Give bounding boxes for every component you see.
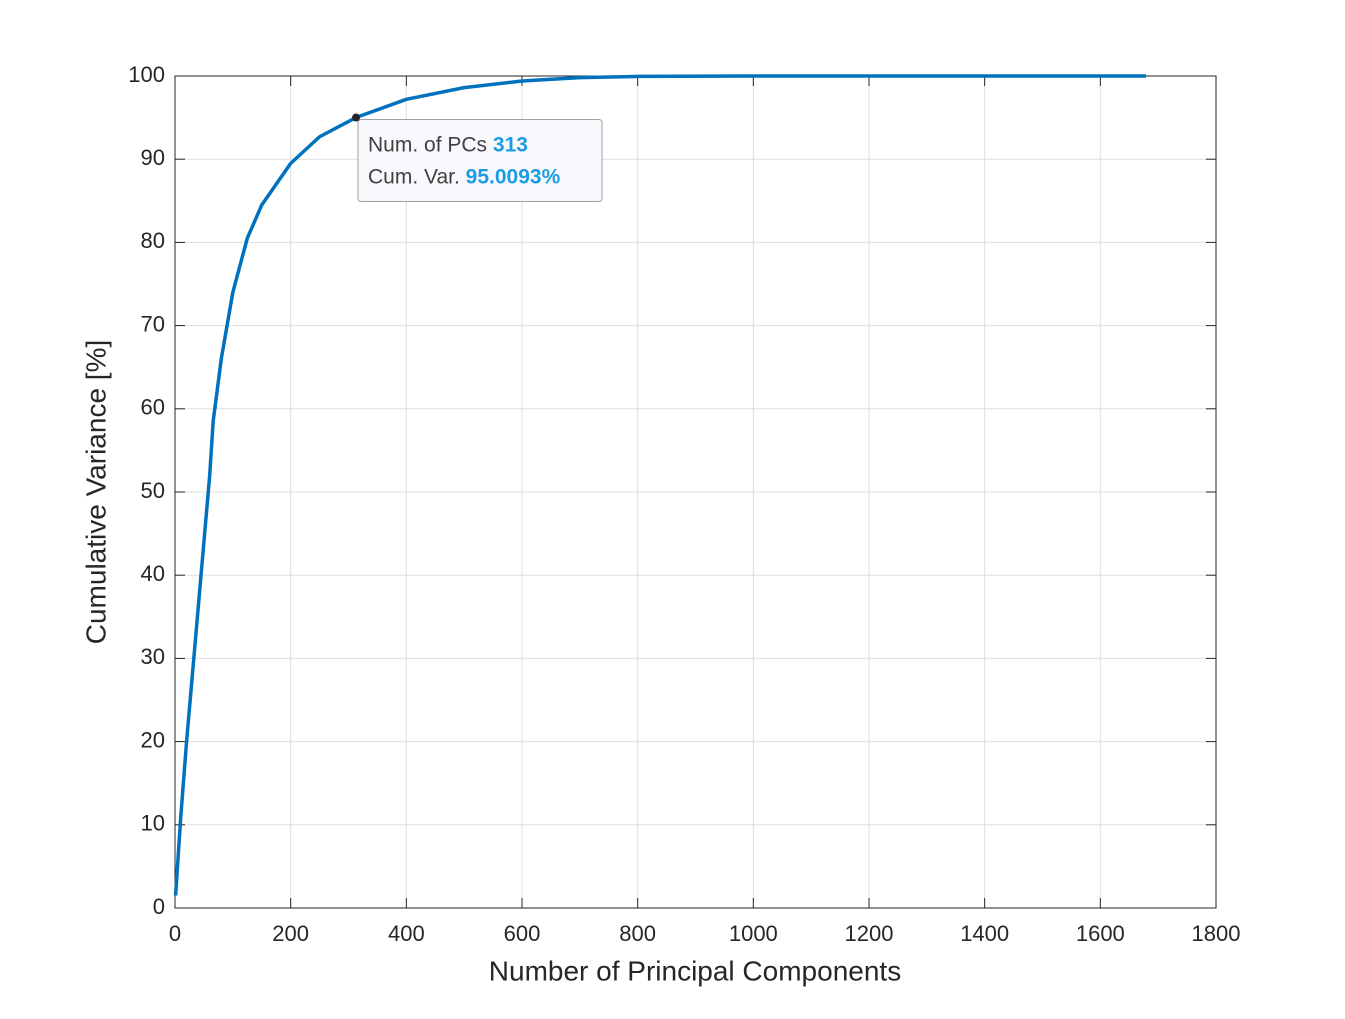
y-tick-label: 10 xyxy=(141,811,165,836)
y-tick-label: 50 xyxy=(141,478,165,503)
x-tick-label: 800 xyxy=(619,921,656,946)
y-tick-label: 70 xyxy=(141,311,165,336)
y-tick-label: 20 xyxy=(141,727,165,752)
x-tick-label: 1600 xyxy=(1076,921,1125,946)
data-line xyxy=(173,74,1147,896)
x-tick-label: 200 xyxy=(272,921,309,946)
y-tick-label: 30 xyxy=(141,644,165,669)
data-tip-label: Cum. Var. xyxy=(368,165,460,188)
data-tip-label: Num. of PCs xyxy=(368,133,487,156)
x-tick-label: 400 xyxy=(388,921,425,946)
y-tick-label: 0 xyxy=(153,894,165,919)
data-tip-value: 95.0093% xyxy=(466,165,561,188)
x-axis-label: Number of Principal Components xyxy=(489,955,901,986)
data-tip: Num. of PCs 313 Cum. Var. 95.0093% xyxy=(352,113,603,203)
y-tick-label: 60 xyxy=(141,395,165,420)
y-axis-label: Cumulative Variance [%] xyxy=(80,340,111,645)
x-tick-label: 0 xyxy=(169,921,181,946)
data-tip-value: 313 xyxy=(493,133,528,156)
x-tick-label: 1200 xyxy=(845,921,894,946)
data-tip-box xyxy=(357,119,603,203)
y-tick-label: 40 xyxy=(141,561,165,586)
y-tick-label: 80 xyxy=(141,228,165,253)
x-tick-label: 1000 xyxy=(729,921,778,946)
data-tip-row: Cum. Var. 95.0093% xyxy=(368,165,561,188)
y-tick-label: 90 xyxy=(141,145,165,170)
x-tick-label: 1400 xyxy=(960,921,1009,946)
y-tick-label: 100 xyxy=(128,62,165,87)
data-tip-row: Num. of PCs 313 xyxy=(368,133,528,156)
x-tick-label: 600 xyxy=(504,921,541,946)
x-tick-label: 1800 xyxy=(1192,921,1241,946)
data-tip-marker xyxy=(352,113,361,122)
